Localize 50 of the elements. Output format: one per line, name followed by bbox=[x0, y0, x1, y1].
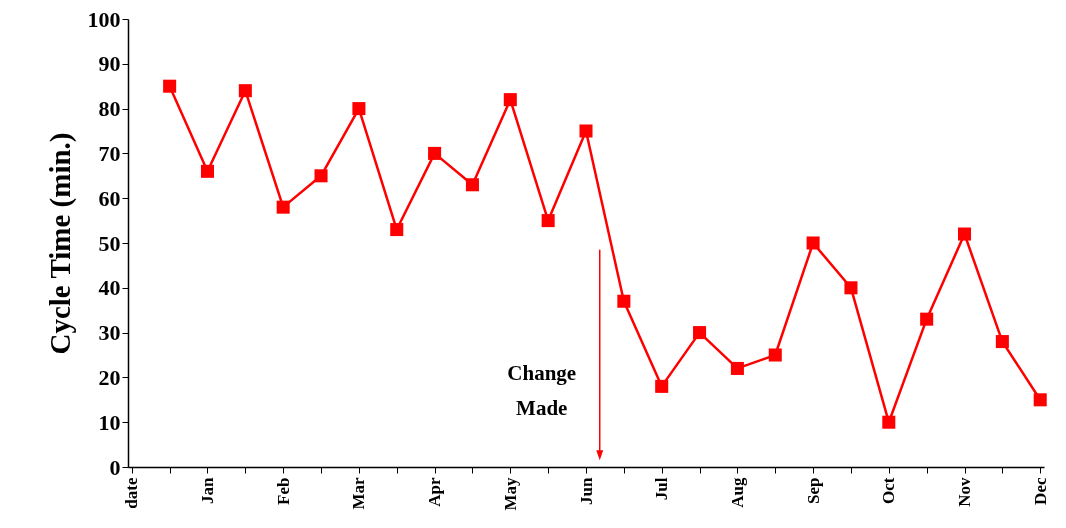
y-tick-label: 60 bbox=[98, 185, 121, 211]
x-tick-label: Mar bbox=[349, 477, 369, 510]
point bbox=[693, 326, 707, 340]
point bbox=[957, 227, 972, 241]
y-tick-label: 40 bbox=[98, 275, 121, 301]
point bbox=[995, 335, 1009, 349]
point bbox=[920, 312, 934, 326]
point bbox=[655, 379, 669, 393]
x-tick-label: Feb bbox=[273, 477, 293, 505]
point bbox=[314, 169, 328, 183]
x-tick-label: Oct bbox=[879, 477, 899, 504]
x-tick-label: May bbox=[500, 477, 520, 511]
x-tick-label: Aug bbox=[727, 477, 747, 508]
point bbox=[617, 294, 631, 308]
y-tick-label: 90 bbox=[98, 51, 121, 77]
annotation: Change Made bbox=[507, 360, 577, 420]
point bbox=[844, 281, 858, 295]
x-tick-label: Apr bbox=[425, 477, 445, 507]
x-tick-label: Dec bbox=[1030, 477, 1050, 505]
point bbox=[730, 361, 744, 375]
y-tick-label: 20 bbox=[98, 364, 121, 390]
point bbox=[541, 214, 555, 228]
x-tick-label: Nov bbox=[955, 477, 975, 507]
y-tick-label: 0 bbox=[109, 454, 121, 480]
point bbox=[390, 223, 404, 237]
y-tick-label: 10 bbox=[98, 409, 121, 435]
point bbox=[163, 79, 177, 93]
point bbox=[882, 415, 896, 429]
x-tick-label: Sep bbox=[803, 477, 823, 504]
point bbox=[428, 146, 442, 160]
point bbox=[200, 164, 215, 178]
y-tick-label: 30 bbox=[98, 320, 121, 346]
y-tick-label: 70 bbox=[98, 140, 121, 166]
x-tick-label: Jan bbox=[197, 476, 217, 504]
point bbox=[276, 200, 290, 214]
y-tick-label: 50 bbox=[98, 230, 121, 256]
point bbox=[352, 102, 366, 116]
y-tick-label: 80 bbox=[98, 96, 121, 122]
x-tick-label: Jul bbox=[652, 477, 672, 501]
point bbox=[465, 178, 479, 192]
x-tick-label: Jun bbox=[576, 476, 596, 505]
y-tick-label: 100 bbox=[87, 6, 121, 32]
point bbox=[238, 84, 252, 98]
point bbox=[579, 124, 593, 138]
point bbox=[1033, 393, 1047, 407]
y-axis-title: Cycle Time (min.) bbox=[43, 132, 77, 355]
point bbox=[503, 93, 517, 107]
point bbox=[806, 236, 820, 250]
point bbox=[768, 348, 782, 362]
x-tick-label: date bbox=[122, 477, 142, 509]
